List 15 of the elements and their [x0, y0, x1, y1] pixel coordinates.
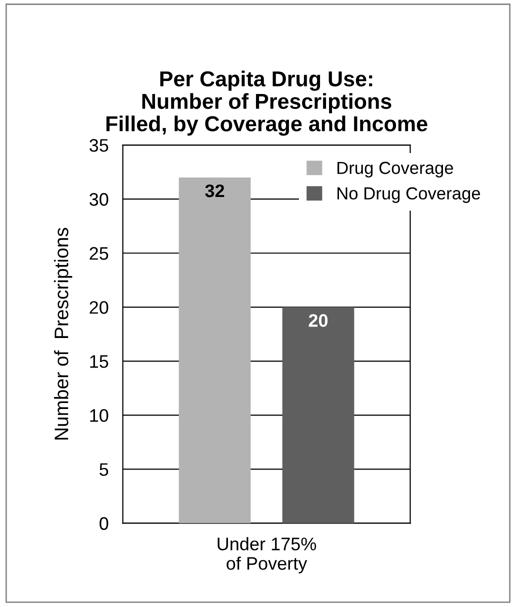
- legend-label: Drug Coverage: [338, 162, 454, 178]
- y-tick-label: 0: [100, 517, 108, 530]
- legend-label: No Drug Coverage: [338, 187, 480, 203]
- data-label: 32: [205, 184, 224, 198]
- y-tick-label: 35: [90, 139, 108, 152]
- y-tick-label: 25: [90, 247, 108, 260]
- y-tick-label: 10: [90, 409, 108, 422]
- x-tick-label: Under 175% of Poverty: [218, 537, 316, 574]
- y-tick-label: 30: [90, 193, 108, 206]
- y-tick-label: 20: [90, 301, 108, 314]
- y-tick-label: 15: [90, 355, 108, 368]
- y-axis-title: Number of Prescriptions: [54, 228, 72, 440]
- chart-title: Per Capita Drug Use: Number of Prescriptions Filled, by Coverage and Income: [106, 70, 428, 136]
- y-tick-label: 5: [100, 463, 108, 476]
- data-label: 20: [308, 314, 328, 327]
